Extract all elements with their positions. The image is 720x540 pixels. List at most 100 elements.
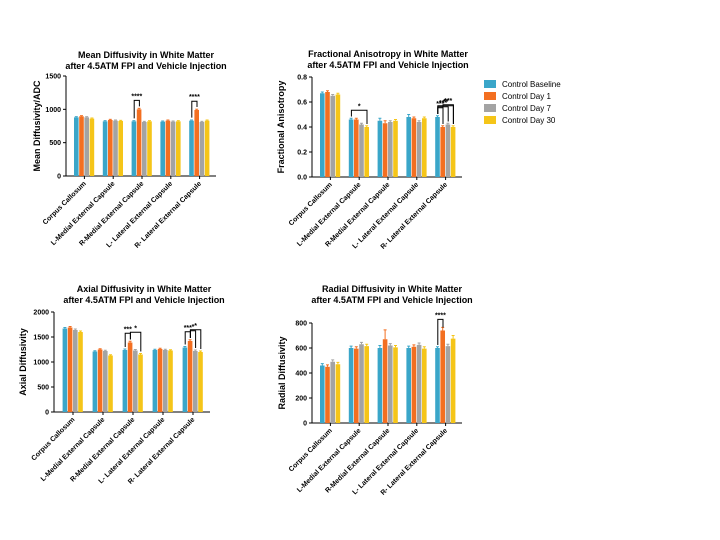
y-axis-label: Mean Diffusivity/ADC [32, 80, 42, 172]
bar [182, 347, 188, 412]
legend-swatch-day7 [484, 104, 496, 112]
bar [348, 119, 354, 177]
bar [108, 355, 113, 412]
bar [348, 348, 354, 423]
significance-bracket [191, 100, 198, 118]
bar [170, 121, 176, 176]
bar [160, 121, 165, 176]
bar [127, 342, 133, 412]
significance-label: **** [189, 94, 200, 101]
bar [108, 120, 113, 176]
bar [320, 365, 325, 423]
bar [422, 348, 427, 423]
bar [102, 121, 108, 176]
bar [168, 350, 173, 412]
y-tick-label: 2000 [33, 310, 49, 317]
chart-title-line: Mean Diffusivity in White Matter [78, 50, 215, 60]
bar [440, 127, 445, 177]
legend-label-baseline: Control Baseline [502, 79, 561, 89]
bar [78, 332, 83, 412]
significance-label: *** [439, 100, 447, 107]
bar [176, 121, 181, 176]
y-tick-label: 0.4 [297, 125, 307, 132]
bar [113, 120, 118, 176]
significance-label: **** [435, 312, 446, 319]
legend-swatch-day1 [484, 92, 496, 100]
bar [187, 341, 193, 412]
chart-title-line: after 4.5ATM FPI and Vehicle Injection [311, 295, 472, 305]
bar [189, 120, 194, 176]
bar [136, 109, 142, 176]
bar [97, 349, 103, 412]
bar [411, 346, 417, 423]
chart-fa: Fractional Anisotropy in White Matteraft… [276, 49, 469, 251]
significance-label: *** [184, 325, 192, 332]
bar [330, 95, 335, 177]
significance-label: ** [443, 99, 449, 106]
bar [89, 118, 95, 176]
chart-title-line: Axial Diffusivity in White Matter [77, 284, 212, 294]
bar [388, 345, 393, 423]
significance-bracket [129, 331, 142, 352]
y-tick-label: 1000 [33, 360, 49, 367]
x-tick-label: R-Medial External Capsule [69, 416, 136, 483]
bar [320, 93, 325, 177]
significance-label: *** [436, 101, 444, 108]
significance-label: **** [131, 93, 142, 100]
legend-label-day30: Control Day 30 [502, 115, 556, 125]
bar [359, 124, 364, 177]
y-tick-label: 0.2 [297, 150, 307, 157]
bar [79, 116, 84, 176]
significance-label: * [134, 325, 137, 332]
bar [435, 348, 440, 423]
bar [406, 348, 411, 423]
bar [157, 349, 163, 412]
significance-label: *** [444, 98, 452, 105]
bar [138, 354, 143, 412]
bar [92, 351, 98, 412]
bar [388, 122, 393, 177]
y-axis-label: Radial Diffusivity [277, 336, 287, 409]
bar [393, 347, 398, 423]
bar [406, 117, 411, 177]
y-tick-label: 1500 [33, 335, 49, 342]
chart-title-line: after 4.5ATM FPI and Vehicle Injection [63, 295, 224, 305]
x-tick-label: L-Medial External Capsule [40, 416, 107, 483]
bar [422, 118, 427, 177]
bar [354, 119, 359, 177]
bar [382, 339, 388, 423]
bar [73, 330, 78, 412]
y-tick-label: 0 [303, 421, 307, 428]
bar [440, 330, 445, 423]
y-tick-label: 0.8 [297, 75, 307, 82]
bar [382, 123, 388, 177]
y-tick-label: 800 [295, 321, 307, 328]
significance-bracket [437, 318, 444, 345]
chart-title-line: Radial Diffusivity in White Matter [322, 284, 463, 294]
bar [122, 350, 128, 412]
bar [330, 361, 335, 423]
bar [445, 346, 451, 423]
legend-item-day30: Control Day 30 [484, 114, 561, 126]
bar [325, 366, 330, 423]
bar [62, 328, 68, 412]
legend: Control Baseline Control Day 1 Control D… [484, 78, 561, 126]
significance-bracket [189, 329, 202, 349]
bar [142, 122, 147, 176]
bar [364, 127, 369, 177]
significance-label: * [358, 103, 361, 110]
bar [103, 351, 108, 412]
y-tick-label: 0 [57, 174, 61, 181]
legend-label-day1: Control Day 1 [502, 91, 551, 101]
y-tick-label: 500 [37, 385, 49, 392]
bar [74, 117, 79, 176]
y-tick-label: 200 [295, 396, 307, 403]
y-tick-label: 0 [45, 410, 49, 417]
significance-bracket [133, 99, 140, 119]
legend-item-day7: Control Day 7 [484, 102, 561, 114]
legend-swatch-baseline [484, 80, 496, 88]
significance-label: * [194, 323, 197, 330]
y-tick-label: 0.0 [297, 175, 307, 182]
